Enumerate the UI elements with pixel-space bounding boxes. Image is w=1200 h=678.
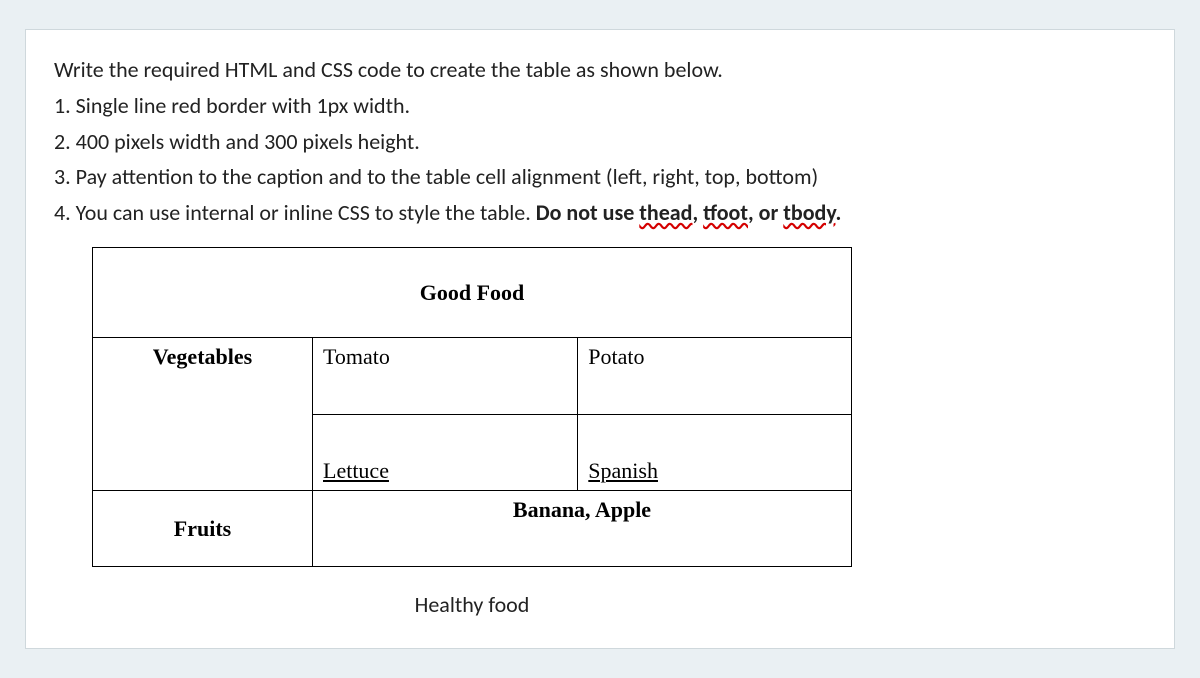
instruction-4-sep1: , bbox=[692, 199, 703, 226]
table-caption-cell: Good Food bbox=[93, 248, 852, 338]
tomato-cell: Tomato bbox=[313, 338, 578, 414]
instruction-line-2: 2. 400 pixels width and 300 pixels heigh… bbox=[54, 126, 1146, 158]
keyword-tfoot: tfoot bbox=[703, 199, 748, 226]
instructions-block: Write the required HTML and CSS code to … bbox=[54, 54, 1146, 229]
table-container: Good Food Vegetables Tomato Potato Lettu… bbox=[92, 247, 1146, 567]
good-food-table: Good Food Vegetables Tomato Potato Lettu… bbox=[92, 247, 852, 567]
table-bottom-caption: Healthy food bbox=[92, 591, 852, 618]
fruits-header-cell: Fruits bbox=[93, 490, 313, 566]
document-page: Write the required HTML and CSS code to … bbox=[25, 29, 1175, 649]
instruction-4-end: . bbox=[835, 199, 841, 226]
instruction-line-1: 1. Single line red border with 1px width… bbox=[54, 90, 1146, 122]
instruction-line-4: 4. You can use internal or inline CSS to… bbox=[54, 197, 1146, 229]
table-row: Fruits Banana, Apple bbox=[93, 490, 852, 566]
table-row: Vegetables Tomato Potato bbox=[93, 338, 852, 414]
potato-cell: Potato bbox=[578, 338, 852, 414]
keyword-thead: thead bbox=[639, 199, 692, 226]
instruction-intro: Write the required HTML and CSS code to … bbox=[54, 54, 1146, 86]
table-row: Good Food bbox=[93, 248, 852, 338]
instruction-4-or: or bbox=[759, 199, 784, 226]
instruction-line-3: 3. Pay attention to the caption and to t… bbox=[54, 161, 1146, 193]
instruction-4-sep2: , bbox=[748, 199, 759, 226]
vegetables-header-cell: Vegetables bbox=[93, 338, 313, 491]
keyword-tbody: tbody bbox=[783, 199, 835, 226]
instruction-4-bold-prefix: Do not use bbox=[536, 199, 640, 226]
instruction-4-plain: 4. You can use internal or inline CSS to… bbox=[54, 199, 536, 226]
lettuce-cell: Lettuce bbox=[313, 414, 578, 490]
spanish-cell: Spanish bbox=[578, 414, 852, 490]
banana-apple-cell: Banana, Apple bbox=[313, 490, 852, 566]
